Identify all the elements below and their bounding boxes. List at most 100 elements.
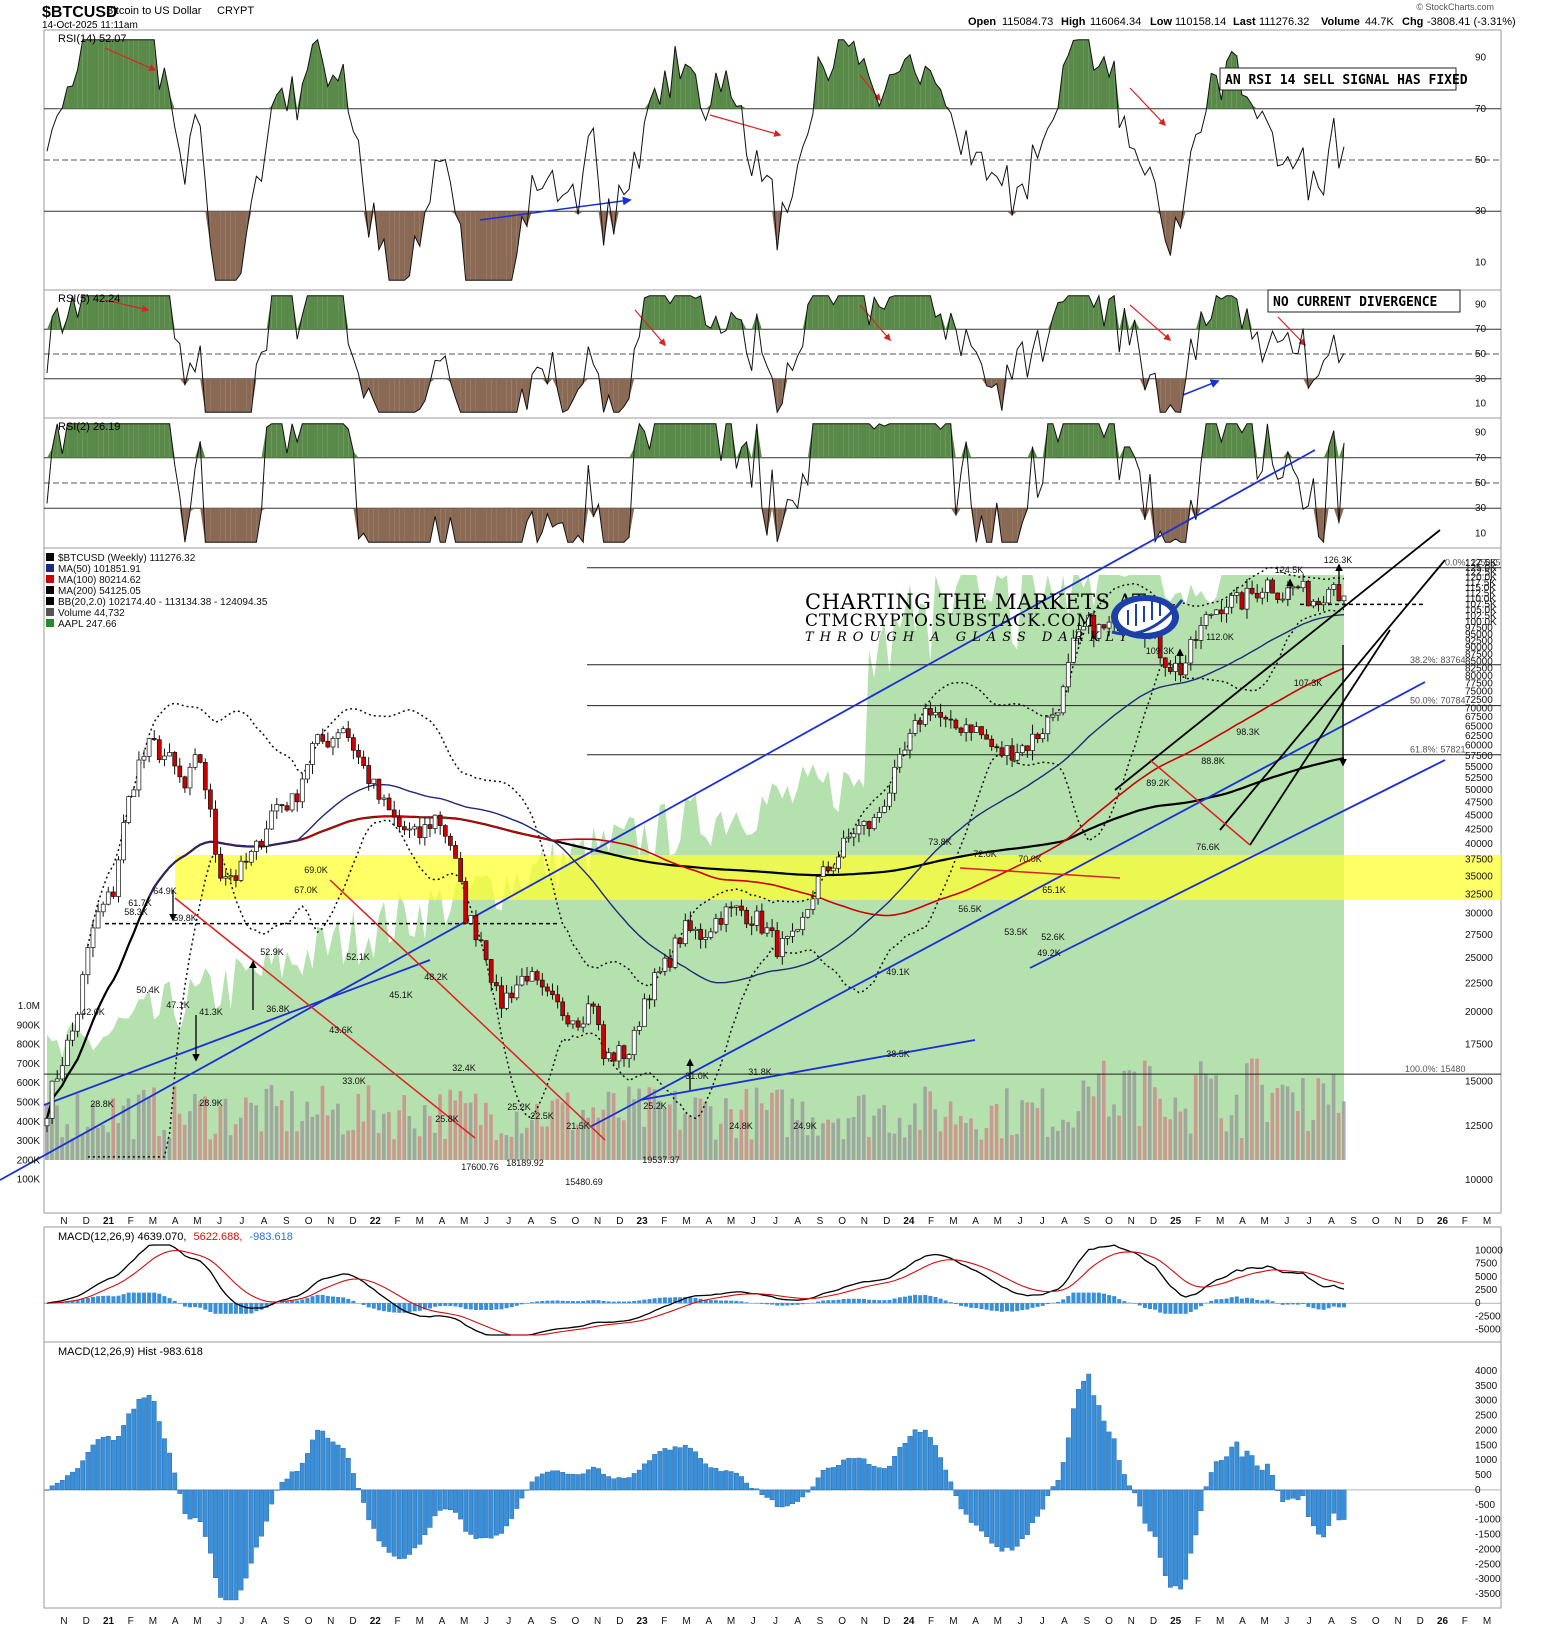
candle [989,735,995,751]
hist-bar [381,1489,387,1547]
candle-up [1341,595,1347,602]
candle-up [805,909,811,918]
hist-bar [785,1489,790,1507]
hist-tick: -3000 [1475,1574,1501,1585]
volume-bar [601,1109,606,1160]
candle-down [534,971,540,981]
x-tick: S [817,1616,824,1627]
rsi-overbought-fill [680,295,686,330]
volume-bar [831,1122,835,1160]
volume-bar [1005,1088,1009,1160]
candle-up [815,876,821,900]
volume-bar [724,1098,728,1160]
rsi-oversold-fill [368,378,374,401]
volume-bar [259,1131,264,1160]
x-tick: S [1350,1216,1357,1227]
hist-bar [417,1489,423,1545]
candle-down [948,718,954,721]
rsi-overbought-fill [833,423,839,458]
candle-down [156,739,162,760]
candle-down [442,825,448,837]
x-tick: D [616,1616,623,1627]
macd-small-bar [1081,1292,1086,1304]
hist-bar [182,1489,188,1514]
hist-bar [1213,1461,1219,1491]
macd-small-bar [693,1297,698,1304]
macd-small-bar [1173,1303,1178,1314]
volume-bar [1239,1138,1244,1160]
hist-bar [764,1489,770,1498]
macd-small-bar [1132,1303,1137,1304]
rsi-overbought-fill [322,423,328,458]
volume-bar [892,1133,897,1160]
rsi-overbought-fill [128,39,134,109]
volume-bar [1250,1058,1254,1160]
rsi-overbought-fill [302,423,308,458]
rsi-oversold-fill [772,508,778,542]
x-tick: N [594,1216,601,1227]
hist-bar [243,1489,249,1579]
rsi-overbought-fill [1114,60,1120,109]
x-tick: O [838,1616,846,1627]
rsi-overbought-fill [899,423,905,458]
rsi-overbought-fill [149,39,155,109]
x-tick: S [1350,1616,1357,1627]
candle-down [545,986,550,992]
rsi-oversold-fill [445,378,451,382]
rsi14-note-box [1219,67,1457,91]
rsi-oversold-fill [567,508,573,543]
volume-bar [668,1104,672,1160]
hist-bar [626,1477,632,1491]
candle-up [1065,662,1071,688]
rsi-oversold-fill [516,378,522,413]
rsi-oversold-fill [624,508,630,543]
candle-up [631,1030,637,1055]
x-tick: O [1372,1216,1380,1227]
candle [177,758,183,783]
hist-bar [1234,1441,1240,1491]
fib-label: 0.0%: 125055 [1445,558,1501,568]
volume-tick: 1.0M [18,1001,40,1012]
x-tick: O [838,1216,846,1227]
hist-bar [846,1457,852,1491]
candle [376,778,382,804]
candle [1035,732,1040,744]
hist-bar [1208,1472,1214,1491]
x-tick: D [616,1216,623,1227]
macd-small-bar [356,1303,361,1304]
volume-bar [1015,1134,1019,1160]
candle [458,852,463,883]
rsi-overbought-fill [1124,308,1130,330]
candle [371,778,377,789]
rsi-overbought-fill [838,39,844,109]
rsi-overbought-fill [1068,295,1074,330]
price-tick: 10000 [1465,1175,1493,1186]
rsi-overbought-fill [879,306,885,330]
rsi-oversold-fill [424,508,430,543]
hist-bar [1167,1489,1173,1588]
legend-item: $BTCUSD (Weekly) 111276.32 [58,553,196,564]
candle-up [1004,745,1010,756]
candle-up [642,998,647,1027]
rsi14-title: RSI(14) 52.07 [58,33,126,45]
price-label: 25.2K [507,1102,531,1112]
candle-down [999,747,1005,756]
macd-small-bar [918,1295,923,1304]
macd-small-bar [1020,1303,1025,1310]
candle-up [897,754,903,768]
macd-small-bar [468,1303,473,1310]
candle-up [335,732,341,739]
price-label: 36.8K [266,1004,290,1014]
macd-small-bar [443,1303,448,1306]
price-label: 69.0K [304,865,328,875]
candle [90,920,96,958]
hist-bar [289,1471,295,1491]
volume-bar [244,1097,248,1160]
volume-bar [305,1101,309,1160]
volume-bar [780,1089,784,1160]
price-tick: 125.0K [1465,563,1497,574]
candle-down [539,979,545,988]
hist-bar [601,1473,607,1491]
rsi-oversold-fill [1175,378,1181,413]
volume-bar [999,1138,1004,1160]
